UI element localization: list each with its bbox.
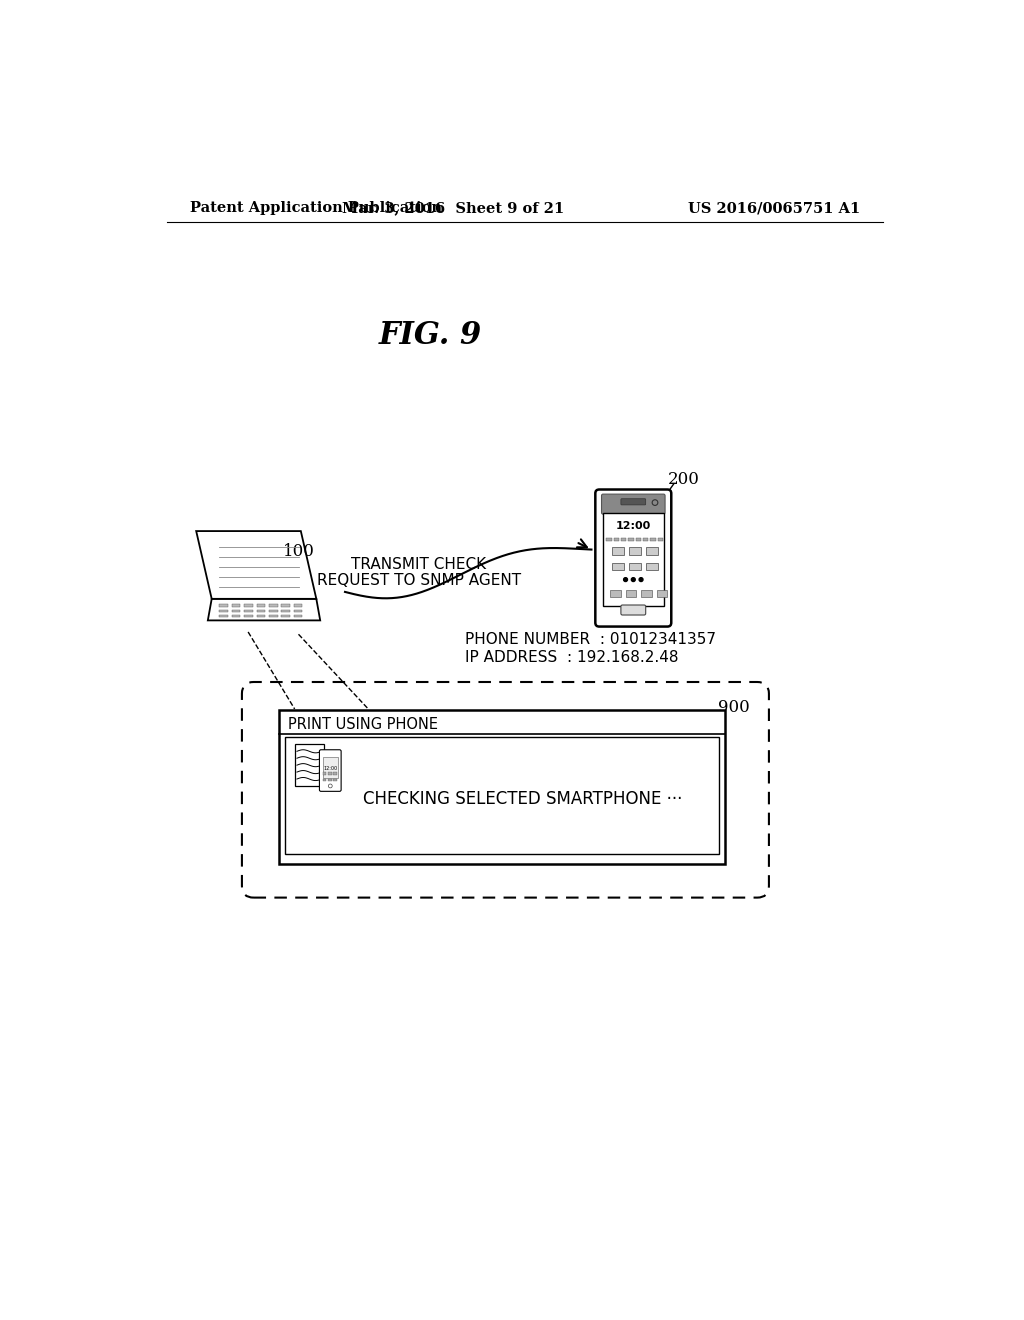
Bar [613,539,618,541]
Bar [295,743,324,785]
Circle shape [624,578,628,582]
Bar [646,548,658,554]
Bar [219,615,228,618]
Bar [611,562,624,570]
Polygon shape [197,531,316,599]
Bar [650,539,655,541]
FancyBboxPatch shape [621,499,646,506]
Bar [334,779,337,781]
Bar [657,539,664,541]
Text: 900: 900 [718,698,750,715]
Bar [245,605,253,607]
Bar [257,610,265,612]
Bar [323,772,327,775]
Bar [257,615,265,618]
Text: 12:00: 12:00 [615,520,651,531]
Bar [219,610,228,612]
Bar [282,610,290,612]
Circle shape [653,502,656,504]
Bar [328,779,332,781]
Bar [629,562,641,570]
Bar [626,590,636,597]
Text: 12:00: 12:00 [324,766,337,771]
Bar [280,710,725,865]
Bar [231,615,241,618]
Text: PHONE NUMBER  : 01012341357: PHONE NUMBER : 01012341357 [465,632,716,647]
Circle shape [639,578,643,582]
Text: 200: 200 [668,471,699,488]
Bar [629,548,641,554]
Text: IP ADDRESS  : 192.168.2.48: IP ADDRESS : 192.168.2.48 [465,649,679,665]
Bar [643,539,648,541]
Bar [636,539,641,541]
Bar [282,615,290,618]
FancyBboxPatch shape [621,605,646,615]
Text: 100: 100 [283,543,314,560]
Text: Mar. 3, 2016  Sheet 9 of 21: Mar. 3, 2016 Sheet 9 of 21 [342,202,564,215]
Bar [323,756,338,779]
Polygon shape [208,599,321,620]
Bar [610,590,621,597]
Bar [621,539,627,541]
Bar [603,513,664,606]
FancyBboxPatch shape [601,494,665,515]
Bar [219,605,228,607]
FancyBboxPatch shape [595,490,672,627]
Bar [606,539,611,541]
Bar [257,605,265,607]
Text: CHECKING SELECTED SMARTPHONE ···: CHECKING SELECTED SMARTPHONE ··· [362,791,682,808]
Bar [646,562,658,570]
Bar [269,615,278,618]
Bar [294,605,302,607]
Bar [629,539,634,541]
Bar [245,615,253,618]
Bar [328,772,332,775]
Circle shape [652,500,657,506]
Text: US 2016/0065751 A1: US 2016/0065751 A1 [688,202,860,215]
Text: Patent Application Publication: Patent Application Publication [190,202,442,215]
Bar [269,610,278,612]
Bar [286,738,719,854]
Bar [323,779,327,781]
FancyBboxPatch shape [319,750,341,792]
Bar [294,610,302,612]
Bar [656,590,668,597]
Bar [611,548,624,554]
Bar [269,605,278,607]
Circle shape [632,578,635,582]
Text: TRANSMIT CHECK: TRANSMIT CHECK [351,557,486,573]
Bar [294,615,302,618]
Text: PRINT USING PHONE: PRINT USING PHONE [289,717,438,731]
Bar [245,610,253,612]
Bar [231,605,241,607]
Bar [282,605,290,607]
Bar [641,590,652,597]
Text: FIG. 9: FIG. 9 [379,319,482,351]
Bar [334,772,337,775]
Text: REQUEST TO SNMP AGENT: REQUEST TO SNMP AGENT [316,573,520,587]
FancyBboxPatch shape [242,682,769,898]
Bar [231,610,241,612]
